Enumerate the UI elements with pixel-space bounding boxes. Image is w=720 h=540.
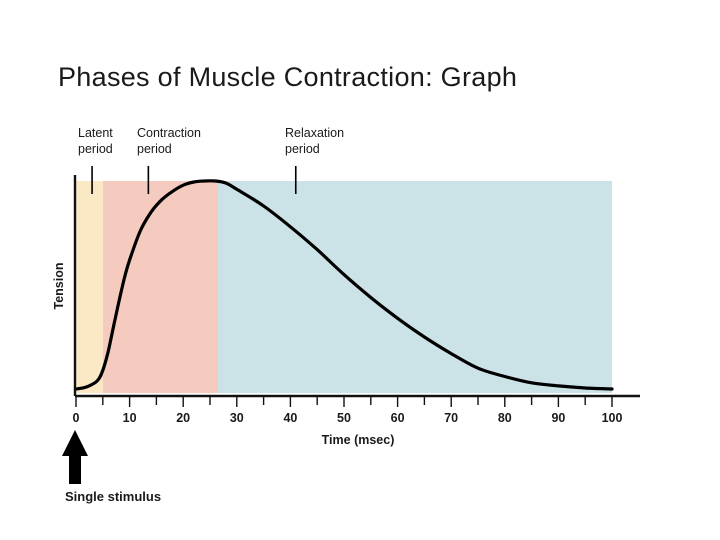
stimulus-arrow-icon: [62, 430, 88, 484]
period-label-latent: Latent: [78, 126, 113, 140]
period-label-relaxation: period: [285, 142, 320, 156]
x-tick-label-20: 20: [176, 411, 190, 425]
period-label-latent: period: [78, 142, 113, 156]
x-tick-label-30: 30: [230, 411, 244, 425]
period-label-contraction: Contraction: [137, 126, 201, 140]
x-tick-label-50: 50: [337, 411, 351, 425]
band-relaxation: [218, 181, 613, 393]
period-label-relaxation: Relaxation: [285, 126, 344, 140]
x-tick-label-40: 40: [283, 411, 297, 425]
slide-title: Phases of Muscle Contraction: Graph: [58, 62, 518, 92]
x-tick-label-10: 10: [123, 411, 137, 425]
x-axis-ticks: 0 10 20 30 40 50 60 70 80 90 100: [73, 396, 623, 425]
tension-curve: [74, 179, 614, 391]
x-axis-title: Time (msec): [322, 433, 395, 447]
x-tick-label-60: 60: [391, 411, 405, 425]
y-axis-title: Tension: [52, 263, 66, 310]
period-bands: [76, 181, 613, 393]
period-label-contraction: period: [137, 142, 172, 156]
period-markers: Latent period Contraction period Relaxation p…: [78, 126, 344, 194]
x-tick-label-90: 90: [551, 411, 565, 425]
x-tick-label-0: 0: [73, 411, 80, 425]
x-tick-label-100: 100: [602, 411, 623, 425]
stimulus-label: Single stimulus: [65, 489, 161, 504]
x-tick-label-70: 70: [444, 411, 458, 425]
band-contraction: [102, 181, 219, 393]
band-latent: [76, 181, 103, 393]
x-tick-label-80: 80: [498, 411, 512, 425]
